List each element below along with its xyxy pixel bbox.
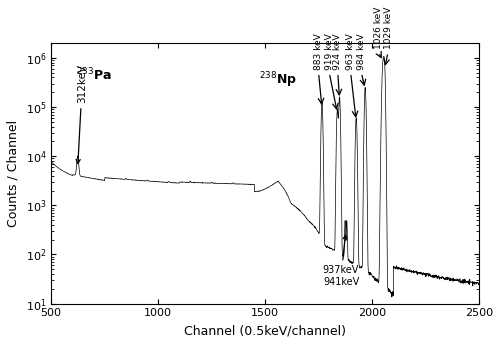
- Text: 937keV
941keV: 937keV 941keV: [323, 235, 359, 287]
- Y-axis label: Counts / Channel: Counts / Channel: [7, 120, 20, 227]
- Text: 924 keV: 924 keV: [334, 33, 342, 69]
- Text: 1026 keV: 1026 keV: [374, 7, 383, 49]
- Text: 984 keV: 984 keV: [357, 33, 366, 69]
- Text: 919 keV: 919 keV: [325, 33, 334, 69]
- Text: 1029 keV: 1029 keV: [384, 7, 392, 49]
- Text: 312keV: 312keV: [76, 64, 87, 164]
- Text: $^{238}$Np: $^{238}$Np: [258, 71, 296, 90]
- Text: 883 keV: 883 keV: [314, 33, 323, 69]
- Text: $^{233}$Pa: $^{233}$Pa: [76, 66, 112, 83]
- Text: 963 keV: 963 keV: [346, 33, 355, 69]
- X-axis label: Channel (0.5keV/channel): Channel (0.5keV/channel): [184, 324, 346, 337]
